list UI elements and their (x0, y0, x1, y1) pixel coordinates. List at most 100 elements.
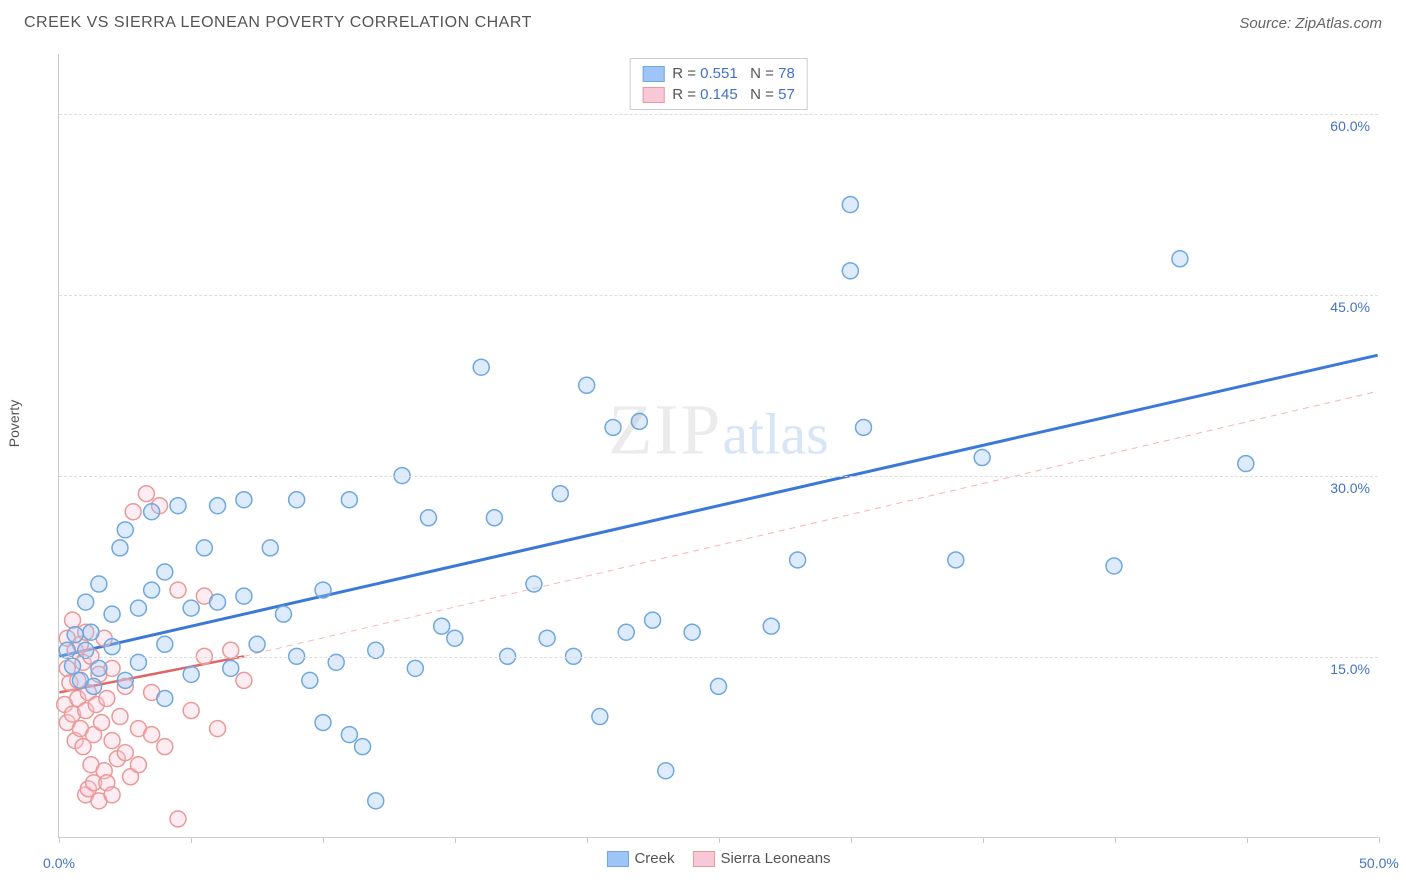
data-point (842, 263, 858, 279)
data-point (117, 745, 133, 761)
legend-item: Creek (606, 850, 674, 867)
data-point (341, 727, 357, 743)
data-point (486, 510, 502, 526)
data-point (210, 594, 226, 610)
legend-correlation: R = 0.551 N = 78 R = 0.145 N = 57 (629, 58, 808, 110)
data-point (91, 660, 107, 676)
data-point (183, 703, 199, 719)
data-point (125, 504, 141, 520)
data-point (434, 618, 450, 634)
x-tick (455, 837, 456, 843)
data-point (112, 540, 128, 556)
legend-stats: R = 0.145 N = 57 (672, 86, 795, 103)
data-point (420, 510, 436, 526)
data-point (236, 672, 252, 688)
data-point (99, 690, 115, 706)
legend-stats: R = 0.551 N = 78 (672, 65, 795, 82)
header: CREEK VS SIERRA LEONEAN POVERTY CORRELAT… (0, 0, 1406, 42)
source-link[interactable]: ZipAtlas.com (1295, 15, 1382, 32)
data-point (236, 492, 252, 508)
data-point (157, 636, 173, 652)
legend-row: R = 0.145 N = 57 (642, 84, 795, 105)
x-tick (1115, 837, 1116, 843)
data-point (78, 642, 94, 658)
legend-label: Sierra Leoneans (720, 850, 830, 867)
data-point (974, 450, 990, 466)
data-point (112, 709, 128, 725)
y-tick-label: 60.0% (1330, 118, 1370, 134)
data-point (948, 552, 964, 568)
data-point (1106, 558, 1122, 574)
data-point (249, 636, 265, 652)
legend-series: Creek Sierra Leoneans (606, 850, 830, 867)
data-point (130, 757, 146, 773)
data-point (315, 582, 331, 598)
data-point (183, 600, 199, 616)
data-point (368, 642, 384, 658)
data-point (223, 660, 239, 676)
data-point (144, 582, 160, 598)
x-tick (191, 837, 192, 843)
data-point (86, 678, 102, 694)
data-point (144, 504, 160, 520)
legend-swatch (642, 87, 664, 103)
data-point (368, 793, 384, 809)
data-point (59, 642, 75, 658)
x-tick-label: 0.0% (43, 855, 75, 871)
data-point (223, 642, 239, 658)
gridline (59, 657, 1378, 658)
data-point (631, 413, 647, 429)
y-axis-label: Poverty (6, 400, 22, 447)
y-tick-label: 15.0% (1330, 661, 1370, 677)
gridline (59, 295, 1378, 296)
data-point (157, 690, 173, 706)
scatter-plot-svg (59, 54, 1378, 837)
data-point (91, 576, 107, 592)
data-point (447, 630, 463, 646)
source-label: Source: (1239, 15, 1295, 32)
data-point (138, 486, 154, 502)
x-tick (587, 837, 588, 843)
data-point (552, 486, 568, 502)
data-point (170, 498, 186, 514)
data-point (210, 498, 226, 514)
gridline (59, 114, 1378, 115)
gridline (59, 476, 1378, 477)
data-point (157, 564, 173, 580)
source-attribution: Source: ZipAtlas.com (1239, 15, 1382, 32)
data-point (170, 811, 186, 827)
data-point (842, 197, 858, 213)
data-point (645, 612, 661, 628)
legend-row: R = 0.551 N = 78 (642, 63, 795, 84)
data-point (94, 715, 110, 731)
data-point (579, 377, 595, 393)
x-tick (323, 837, 324, 843)
data-point (790, 552, 806, 568)
y-tick-label: 45.0% (1330, 299, 1370, 315)
legend-item: Sierra Leoneans (692, 850, 830, 867)
x-tick (59, 837, 60, 843)
data-point (65, 658, 81, 674)
data-point (711, 678, 727, 694)
data-point (104, 639, 120, 655)
data-point (658, 763, 674, 779)
plot-area: ZIPatlas R = 0.551 N = 78R = 0.145 N = 5… (58, 54, 1378, 838)
data-point (104, 787, 120, 803)
data-point (65, 612, 81, 628)
data-point (210, 721, 226, 737)
chart-container: Poverty ZIPatlas R = 0.551 N = 78R = 0.1… (20, 48, 1390, 878)
x-tick (983, 837, 984, 843)
data-point (618, 624, 634, 640)
x-tick-label: 50.0% (1359, 855, 1399, 871)
data-point (196, 540, 212, 556)
data-point (473, 359, 489, 375)
data-point (67, 627, 83, 643)
data-point (170, 582, 186, 598)
data-point (117, 672, 133, 688)
data-point (183, 666, 199, 682)
data-point (275, 606, 291, 622)
data-point (341, 492, 357, 508)
data-point (157, 739, 173, 755)
data-point (289, 492, 305, 508)
data-point (1172, 251, 1188, 267)
